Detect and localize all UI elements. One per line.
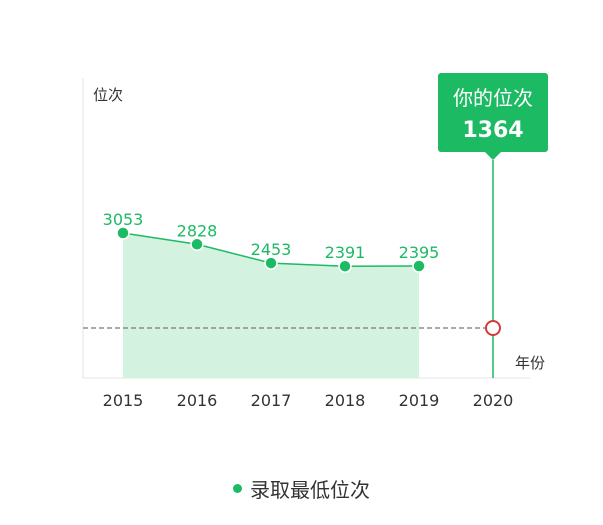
legend-label: 录取最低位次 — [250, 477, 370, 502]
y-axis-label: 位次 — [93, 86, 123, 104]
legend-marker — [233, 483, 242, 493]
data-label: 3053 — [103, 210, 144, 229]
reference-callout-box — [438, 73, 548, 152]
reference-callout-arrow — [485, 152, 501, 160]
series-point[interactable] — [412, 259, 426, 273]
x-tick-label: 2015 — [103, 391, 144, 410]
series-point[interactable] — [116, 226, 130, 240]
series-point[interactable] — [190, 237, 204, 252]
x-axis-label: 年份 — [515, 354, 545, 372]
reference-callout: 你的位次 1364 — [438, 73, 548, 160]
series-point[interactable] — [338, 259, 352, 273]
reference-value: 1364 — [462, 118, 523, 143]
x-tick-label: 2018 — [325, 391, 366, 410]
reference-label: 你的位次 — [453, 86, 533, 110]
x-tick-label: 2016 — [177, 391, 218, 410]
series-point[interactable] — [264, 256, 278, 270]
data-label: 2395 — [399, 243, 440, 262]
x-tick-label: 2017 — [251, 391, 292, 410]
x-tick-label: 2020 — [473, 391, 514, 410]
data-label: 2453 — [251, 240, 292, 259]
data-label: 2828 — [177, 221, 218, 240]
data-label: 2391 — [325, 243, 366, 262]
x-tick-label: 2019 — [399, 391, 440, 410]
legend: 录取最低位次 — [0, 474, 603, 502]
chart: 位次 年份 3053 2828 2453 2391 2395 2015 2016 2017 2… — [82, 73, 548, 410]
reference-point[interactable] — [485, 320, 501, 336]
